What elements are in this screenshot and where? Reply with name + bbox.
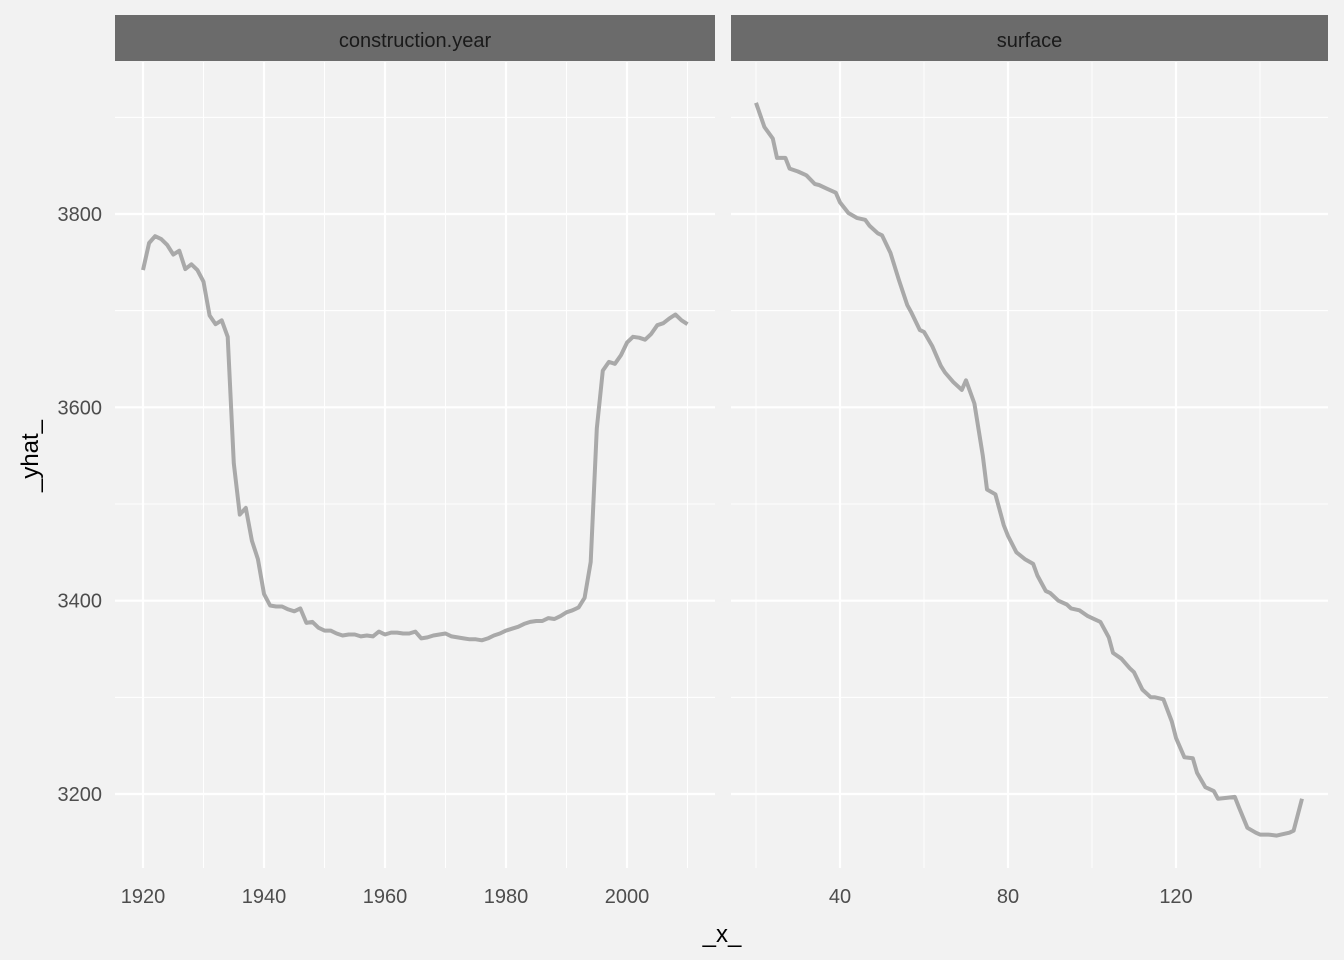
facet-panels: construction.year 1920 1940 1960 1980 2000 sur… bbox=[115, 15, 1328, 908]
y-axis-title: _yhat_ bbox=[17, 419, 44, 493]
x-tick-label: 40 bbox=[829, 886, 851, 908]
facet-strip-label: construction.year bbox=[339, 30, 492, 52]
x-tick-label: 1920 bbox=[121, 886, 166, 908]
y-axis: 3200 3400 3600 3800 bbox=[58, 204, 103, 806]
series-line bbox=[754, 102, 1304, 838]
facet-strip bbox=[731, 15, 1328, 61]
x-tick-label: 1980 bbox=[484, 886, 529, 908]
y-tick-label: 3400 bbox=[58, 591, 103, 613]
y-tick-label: 3800 bbox=[58, 204, 103, 226]
x-tick-label: 80 bbox=[997, 886, 1019, 908]
x-axis-title: _x_ bbox=[702, 921, 742, 948]
x-tick-label: 1960 bbox=[363, 886, 408, 908]
x-tick-label: 1940 bbox=[242, 886, 287, 908]
x-tick-label: 2000 bbox=[605, 886, 650, 908]
x-tick-label: 120 bbox=[1159, 886, 1192, 908]
facet-panel: surface 40 80 120 bbox=[731, 15, 1328, 908]
y-tick-label: 3600 bbox=[58, 397, 103, 419]
series-line bbox=[141, 234, 689, 643]
facet-strip bbox=[115, 15, 715, 61]
y-tick-label: 3200 bbox=[58, 784, 103, 806]
facet-strip-label: surface bbox=[997, 30, 1063, 52]
facet-panel: construction.year 1920 1940 1960 1980 2000 bbox=[115, 15, 715, 908]
